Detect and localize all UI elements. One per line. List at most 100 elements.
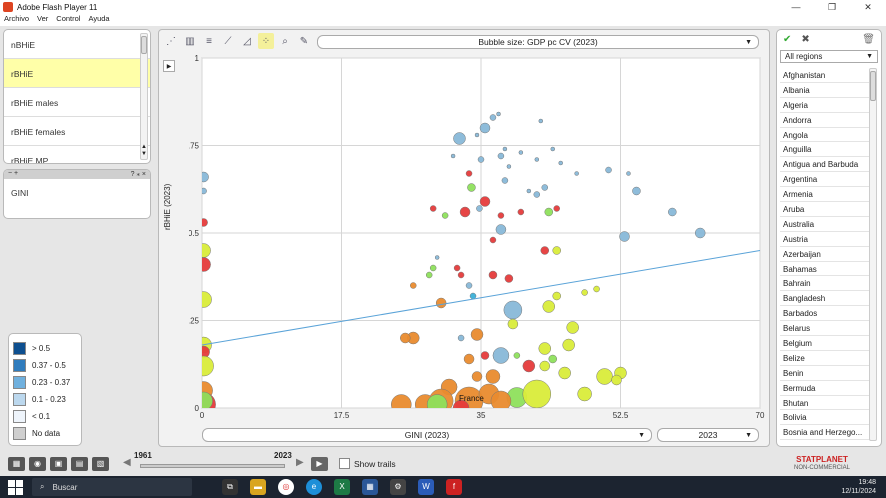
legend-row[interactable]: 0.37 - 0.5 — [13, 357, 77, 374]
country-bubble[interactable] — [497, 152, 505, 160]
indicator-item[interactable]: nBHiE — [4, 30, 150, 59]
country-bubble[interactable] — [429, 205, 437, 212]
country-bubble[interactable] — [434, 255, 440, 260]
country-bubble[interactable] — [552, 291, 561, 301]
legend-row[interactable]: 0.1 - 0.23 — [13, 391, 77, 408]
country-bubble[interactable] — [593, 285, 600, 293]
country-bubble[interactable] — [542, 300, 556, 313]
eye-icon[interactable]: ◉ — [29, 457, 46, 471]
graph-view-icon[interactable]: ▣ — [50, 457, 67, 471]
country-item[interactable]: Algeria — [780, 98, 870, 113]
task-view-icon[interactable]: ⧉ — [222, 479, 238, 495]
indicator-item-selected[interactable]: rBHiE — [4, 59, 150, 88]
taskbar-search[interactable]: ⌕ Buscar — [32, 478, 192, 496]
country-bubble[interactable] — [534, 157, 540, 162]
country-bubble[interactable] — [553, 205, 560, 212]
indicator-item[interactable]: rBHiE males — [4, 88, 150, 117]
country-bubble[interactable] — [480, 351, 490, 360]
country-bubble[interactable] — [429, 264, 437, 272]
timeline-prev-icon[interactable]: ◀ — [123, 457, 131, 468]
country-bubble[interactable] — [200, 218, 208, 227]
bubble-size-dropdown[interactable]: Bubble size: GDP pc CV (2023) ▼ — [317, 35, 759, 49]
country-bubble[interactable] — [194, 355, 214, 377]
country-bubble[interactable] — [501, 177, 509, 184]
minimize-button[interactable]: — — [791, 2, 801, 12]
country-bubble[interactable] — [470, 328, 484, 341]
check-icon[interactable]: ✔ — [783, 33, 792, 45]
country-bubble[interactable] — [489, 114, 497, 121]
country-bubble[interactable] — [507, 318, 519, 330]
country-bubble[interactable] — [626, 171, 631, 176]
country-item[interactable]: Austria — [780, 232, 870, 247]
country-item[interactable]: Bahamas — [780, 262, 870, 277]
region-filter-dropdown[interactable]: All regions ▼ — [780, 50, 878, 63]
country-item[interactable]: Afghanistan — [780, 68, 870, 83]
country-bubble[interactable] — [541, 184, 549, 191]
country-scrollbar[interactable] — [869, 68, 877, 441]
country-bubble[interactable] — [558, 366, 571, 380]
secondary-indicator-item[interactable]: GINI — [11, 188, 29, 198]
system-tray-clock[interactable]: 19:48 12/11/2024 — [841, 478, 876, 496]
panel-window-controls[interactable]: ? ⁎ × — [130, 171, 146, 178]
country-bubble[interactable] — [426, 394, 448, 415]
country-bubble[interactable] — [495, 224, 507, 235]
settings-icon[interactable]: ⚙ — [390, 479, 406, 495]
country-bubble[interactable] — [479, 196, 491, 207]
country-bubble[interactable] — [197, 257, 211, 272]
play-button[interactable]: ▶ — [311, 457, 328, 471]
country-bubble[interactable] — [459, 206, 471, 218]
legend-row[interactable]: > 0.5 — [13, 340, 77, 357]
country-bubble[interactable] — [605, 166, 612, 174]
country-bubble[interactable] — [453, 264, 461, 272]
clear-icon[interactable]: ✖ — [801, 33, 810, 45]
country-item[interactable]: Argentina — [780, 172, 870, 188]
timeline-next-icon[interactable]: ▶ — [296, 457, 304, 468]
country-item[interactable]: Bangladesh — [780, 291, 870, 307]
indicator-scrollbar[interactable]: ▲ ▼ — [140, 33, 148, 160]
trash-icon[interactable]: 🗑 — [862, 33, 875, 45]
country-bubble[interactable] — [469, 292, 477, 300]
show-trails-toggle[interactable]: Show trails — [339, 458, 396, 469]
country-bubble[interactable] — [502, 146, 508, 152]
area-chart-icon[interactable]: ◿ — [243, 35, 251, 47]
country-bubble[interactable] — [463, 353, 475, 365]
legend-row[interactable]: 0.23 - 0.37 — [13, 374, 77, 391]
country-item[interactable]: Aruba — [780, 202, 870, 217]
country-bubble[interactable] — [544, 207, 554, 217]
scroll-up-icon[interactable]: ▲ — [141, 144, 147, 150]
country-bubble[interactable] — [596, 368, 613, 385]
country-bubble[interactable] — [619, 231, 630, 242]
country-bubble[interactable] — [195, 391, 213, 410]
country-bubble[interactable] — [538, 118, 544, 124]
map-view-icon[interactable]: ▦ — [8, 457, 25, 471]
edge-icon[interactable]: e — [306, 479, 322, 495]
country-bubble[interactable] — [548, 354, 557, 364]
country-bubble[interactable] — [197, 243, 211, 258]
country-bubble[interactable] — [479, 122, 491, 134]
country-item[interactable]: Bahrain — [780, 276, 870, 292]
excel-icon[interactable]: X — [334, 479, 350, 495]
year-dropdown[interactable]: 2023 ▼ — [657, 428, 759, 442]
scroll-down-icon[interactable]: ▼ — [141, 151, 147, 157]
country-bubble[interactable] — [552, 246, 561, 255]
country-bubble[interactable] — [474, 132, 480, 138]
country-bubble[interactable] — [513, 352, 521, 359]
country-bubble[interactable] — [533, 191, 541, 198]
flash-taskbar-icon[interactable]: f — [446, 479, 462, 495]
country-bubble[interactable] — [522, 379, 552, 408]
word-icon[interactable]: W — [418, 479, 434, 495]
country-item[interactable]: Azerbaijan — [780, 247, 870, 262]
zoom-icon[interactable]: ⌕ — [282, 35, 288, 47]
menu-ver[interactable]: Ver — [37, 14, 49, 23]
country-bubble[interactable] — [506, 164, 512, 169]
calculator-icon[interactable]: ▦ — [362, 479, 378, 495]
scroll-thumb[interactable] — [141, 36, 147, 54]
legend-row[interactable]: < 0.1 — [13, 408, 77, 425]
country-bubble[interactable] — [611, 374, 622, 386]
bar-chart-icon[interactable]: ▥ — [185, 35, 195, 47]
country-item[interactable]: Barbados — [780, 306, 870, 322]
menu-archivo[interactable]: Archivo — [4, 14, 30, 23]
settings-icon[interactable]: ✎ — [299, 35, 309, 47]
country-bubble[interactable] — [694, 227, 706, 239]
close-button[interactable]: ✕ — [864, 1, 872, 12]
